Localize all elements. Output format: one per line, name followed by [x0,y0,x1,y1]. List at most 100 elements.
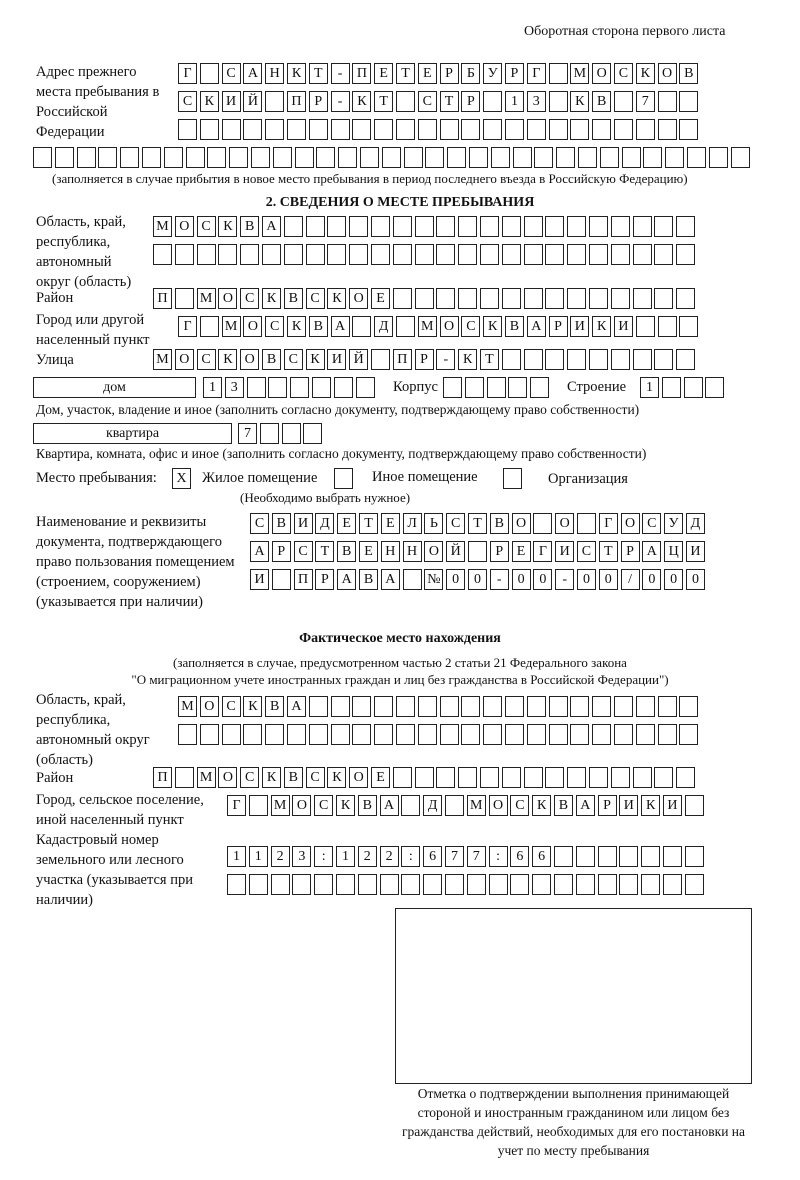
char-box[interactable] [436,288,456,309]
organization-checkbox[interactable] [503,468,522,489]
char-box[interactable] [567,288,587,309]
char-box[interactable] [523,349,543,370]
previous-address-row-3[interactable] [178,119,701,140]
char-box[interactable]: 1 [335,846,355,867]
char-box[interactable]: Т [358,513,378,534]
char-box[interactable] [352,119,372,140]
char-box[interactable] [153,244,172,265]
char-box[interactable]: В [489,513,509,534]
char-box[interactable]: Л [402,513,422,534]
char-box[interactable]: 0 [664,569,684,590]
char-box[interactable] [436,216,456,237]
char-box[interactable]: Р [461,91,481,112]
char-box[interactable] [657,316,677,337]
char-box[interactable] [268,377,288,398]
char-box[interactable] [330,696,350,717]
char-box[interactable] [570,696,590,717]
char-box[interactable]: К [641,795,661,816]
char-box[interactable] [730,147,750,168]
residential-checkbox[interactable]: X [172,468,191,489]
char-box[interactable]: Р [504,63,524,84]
char-box[interactable] [479,288,499,309]
char-box[interactable]: В [357,795,377,816]
char-box[interactable]: В [283,767,303,788]
char-box[interactable]: И [685,541,705,562]
char-box[interactable]: 6 [510,846,530,867]
char-box[interactable]: А [243,63,263,84]
char-box[interactable]: И [327,349,347,370]
char-box[interactable] [229,147,249,168]
char-box[interactable] [556,147,576,168]
char-box[interactable] [504,724,524,745]
char-box[interactable]: А [642,541,662,562]
char-box[interactable]: 0 [598,569,618,590]
char-box[interactable]: В [283,288,303,309]
char-box[interactable]: С [576,541,596,562]
char-box[interactable] [708,147,728,168]
char-box[interactable] [461,724,481,745]
char-box[interactable]: П [293,569,313,590]
char-box[interactable] [259,423,279,444]
char-box[interactable]: Р [439,63,459,84]
char-box[interactable] [270,874,290,895]
char-box[interactable] [349,216,369,237]
char-box[interactable] [501,767,521,788]
char-box[interactable] [178,119,197,140]
char-box[interactable] [576,513,596,534]
char-box[interactable] [530,377,550,398]
char-box[interactable] [570,724,590,745]
char-box[interactable] [283,216,303,237]
char-box[interactable]: - [330,63,350,84]
char-box[interactable] [592,119,612,140]
char-box[interactable]: А [526,316,546,337]
char-box[interactable] [545,349,565,370]
char-box[interactable]: К [218,216,238,237]
char-box[interactable] [221,119,241,140]
char-box[interactable]: 7 [466,846,486,867]
char-box[interactable] [401,795,421,816]
char-box[interactable]: Т [479,349,499,370]
char-box[interactable]: К [570,91,590,112]
char-box[interactable]: Г [227,795,246,816]
char-box[interactable]: Т [598,541,618,562]
char-box[interactable]: О [592,63,612,84]
char-box[interactable] [370,349,390,370]
char-box[interactable]: 0 [467,569,487,590]
char-box[interactable] [436,767,456,788]
house-type-field[interactable]: дом [33,377,196,398]
char-box[interactable] [654,349,674,370]
char-box[interactable]: : [314,846,334,867]
char-box[interactable] [597,874,617,895]
char-box[interactable]: 1 [227,846,246,867]
char-box[interactable] [548,63,568,84]
char-box[interactable] [635,119,655,140]
char-box[interactable] [417,724,437,745]
char-box[interactable] [248,874,268,895]
char-box[interactable]: 1 [504,91,524,112]
char-box[interactable] [243,119,263,140]
char-box[interactable] [684,795,704,816]
char-box[interactable] [613,119,633,140]
char-box[interactable] [662,846,682,867]
char-box[interactable] [467,541,487,562]
char-box[interactable] [199,316,219,337]
char-box[interactable] [292,874,312,895]
char-box[interactable]: В [553,795,573,816]
char-box[interactable] [174,767,194,788]
char-box[interactable] [443,377,462,398]
char-box[interactable] [548,119,568,140]
char-box[interactable] [227,874,246,895]
char-box[interactable] [676,349,696,370]
char-box[interactable] [417,696,437,717]
char-box[interactable] [641,874,661,895]
char-box[interactable] [261,244,281,265]
char-box[interactable]: Р [308,91,328,112]
char-box[interactable] [567,349,587,370]
char-box[interactable] [679,724,699,745]
char-box[interactable] [548,91,568,112]
char-box[interactable]: С [314,795,334,816]
char-box[interactable] [588,349,608,370]
